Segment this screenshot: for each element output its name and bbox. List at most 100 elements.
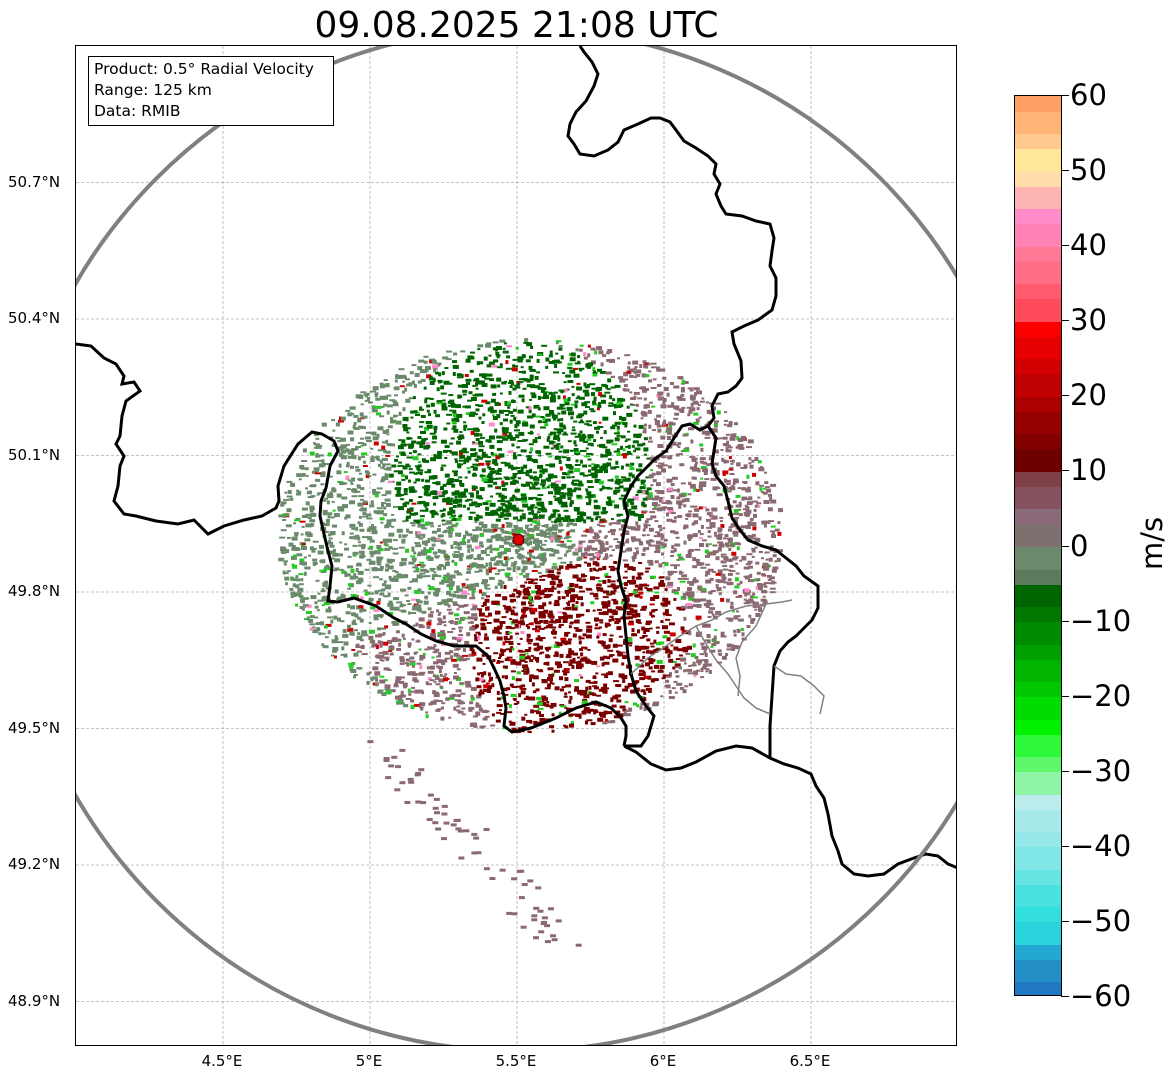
echo-pixel [402,407,406,412]
echo-pixel [659,665,665,669]
echo-pixel [632,496,639,501]
echo-pixel [475,631,481,634]
echo-pixel [594,556,601,559]
echo-pixel [537,707,544,710]
echo-pixel [665,576,671,581]
map-frame[interactable] [75,45,957,1046]
echo-pixel [317,550,324,555]
echo-pixel [642,670,646,673]
echo-pixel [562,502,566,507]
echo-pixel [688,597,695,601]
echo-pixel [486,364,490,367]
echo-pixel [562,395,566,400]
echo-pixel [665,500,671,502]
echo-pixel [508,704,512,709]
echo-pixel [654,591,660,594]
echo-pixel [498,453,505,458]
echo-pixel [614,504,620,509]
echo-pixel [419,515,425,518]
echo-pixel [327,515,331,519]
echo-pixel [508,464,514,469]
echo-pixel [467,570,471,573]
echo-pixel [422,524,426,528]
echo-pixel [659,582,666,587]
echo-pixel [663,398,667,402]
echo-pixel [581,657,585,660]
echo-pixel [764,551,770,554]
echo-pixel [588,464,592,467]
echo-pixel [406,510,412,514]
echo-pixel [411,557,417,561]
echo-pixel [662,527,666,530]
echo-pixel [621,519,625,523]
echo-pixel [349,532,354,535]
echo-pixel [649,650,655,655]
echo-pixel [408,530,413,534]
echo-pixel [523,669,530,673]
echo-pixel [631,555,637,559]
echo-pixel [550,513,556,518]
echo-pixel [511,544,515,548]
echo-pixel [311,460,318,463]
echo-pixel [529,659,534,663]
echo-pixel [626,450,631,455]
echo-pixel [309,627,314,631]
echo-pixel [388,575,392,579]
echo-pixel [540,547,543,551]
echo-pixel [558,492,565,495]
echo-pixel [398,439,402,442]
echo-pixel [403,574,409,579]
echo-pixel [680,450,684,453]
echo-pixel [524,668,527,671]
radar-map[interactable] [76,46,957,1046]
echo-pixel [407,611,411,615]
echo-pixel [618,376,624,380]
echo-pixel [593,439,597,443]
echo-pixel [500,562,504,566]
echo-pixel [698,516,702,521]
echo-pixel [398,461,403,464]
echo-pixel [504,572,511,576]
echo-pixel [473,605,477,608]
echo-pixel [556,406,563,410]
echo-pixel [594,539,601,542]
echo-pixel [568,663,573,667]
echo-pixel [563,431,567,435]
echo-pixel [381,692,387,697]
echo-pixel [623,374,629,377]
echo-pixel [514,424,518,429]
echo-pixel [701,397,705,400]
echo-pixel [762,520,768,524]
echo-pixel [436,700,443,702]
echo-pixel [460,451,464,454]
echo-pixel [583,382,587,387]
echo-pixel [469,511,476,514]
echo-pixel [551,524,558,528]
echo-pixel [589,383,596,386]
echo-pixel [748,565,753,569]
echo-pixel [364,393,368,398]
echo-pixel [714,425,718,428]
echo-pixel [347,627,354,632]
echo-pixel [610,568,616,572]
echo-pixel [694,520,698,525]
echo-pixel [563,398,570,403]
echo-pixel [731,558,737,561]
echo-pixel [334,558,341,563]
echo-pixel [530,611,536,615]
echo-pixel [565,684,572,688]
echo-pixel [637,629,640,634]
echo-pixel [506,548,511,552]
echo-pixel [678,570,682,575]
echo-pixel [509,635,513,640]
echo-pixel [709,577,714,581]
echo-pixel [586,719,593,722]
echo-pixel [462,538,465,543]
echo-pixel [726,648,732,651]
echo-pixel [295,575,299,579]
echo-pixel [587,434,592,439]
echo-pixel [566,457,571,462]
echo-pixel [539,562,545,566]
echo-pixel [474,452,478,456]
echo-pixel [551,565,558,570]
